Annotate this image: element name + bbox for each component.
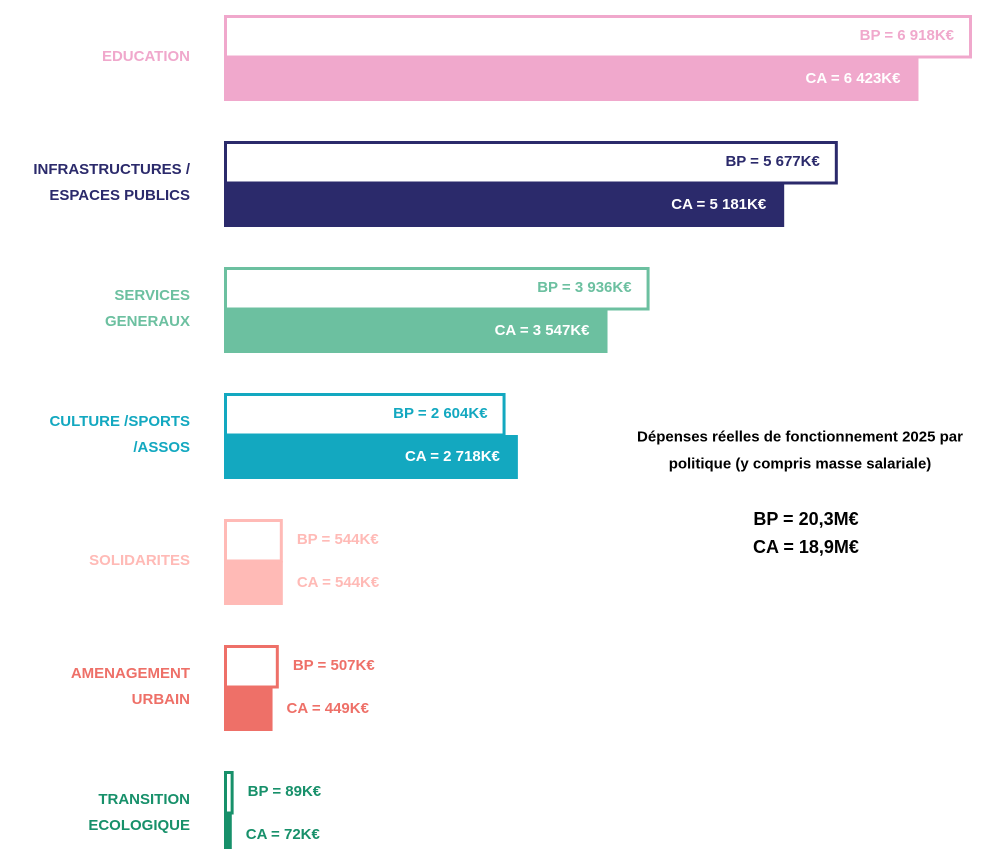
ca-bar bbox=[224, 813, 232, 849]
value-label: CA = 449K€ bbox=[287, 700, 370, 717]
value-label: BP = 5 677K€ bbox=[725, 153, 820, 170]
value-label: BP = 507K€ bbox=[293, 657, 376, 674]
value-label: CA = 3 547K€ bbox=[495, 322, 591, 339]
category-label: CULTURE /SPORTS/ASSOS bbox=[49, 413, 190, 456]
value-label: CA = 5 181K€ bbox=[671, 196, 767, 213]
value-label: CA = 544K€ bbox=[297, 574, 380, 591]
bp-bar bbox=[224, 141, 838, 185]
category-label: SOLIDARITES bbox=[89, 552, 190, 569]
ca-bar bbox=[224, 309, 608, 353]
value-label: BP = 6 918K€ bbox=[860, 27, 955, 44]
value-label: BP = 2 604K€ bbox=[393, 405, 488, 422]
category-label: INFRASTRUCTURES / ESPACES PUBLICS bbox=[33, 161, 190, 204]
bp-bar bbox=[224, 645, 279, 689]
bp-bar bbox=[224, 267, 650, 311]
ca-bar bbox=[224, 435, 518, 479]
ca-bar bbox=[224, 57, 919, 101]
value-label: CA = 72K€ bbox=[246, 826, 321, 843]
ca-bar bbox=[224, 183, 785, 227]
annotation: Dépenses réelles de fonctionnement 2025 … bbox=[637, 428, 963, 472]
value-label: BP = 544K€ bbox=[297, 531, 380, 548]
value-label: CA = 6 423K€ bbox=[806, 70, 902, 87]
category-label: AMENAGEMENT URBAIN bbox=[71, 665, 190, 708]
category-label: TRANSITION ECOLOGIQUE bbox=[88, 791, 190, 834]
category-label: SERVICES GENERAUX bbox=[105, 287, 190, 330]
ca-bar bbox=[224, 561, 283, 605]
bp-bar bbox=[224, 519, 283, 563]
value-label: BP = 3 936K€ bbox=[537, 279, 632, 296]
value-label: BP = 89K€ bbox=[248, 783, 322, 800]
value-label: CA = 2 718K€ bbox=[405, 448, 501, 465]
annotation-totals: BP = 20,3M€ CA = 18,9M€ bbox=[753, 509, 859, 557]
category-label: EDUCATION bbox=[102, 48, 190, 65]
ca-bar bbox=[224, 687, 273, 731]
bp-bar bbox=[224, 771, 234, 815]
